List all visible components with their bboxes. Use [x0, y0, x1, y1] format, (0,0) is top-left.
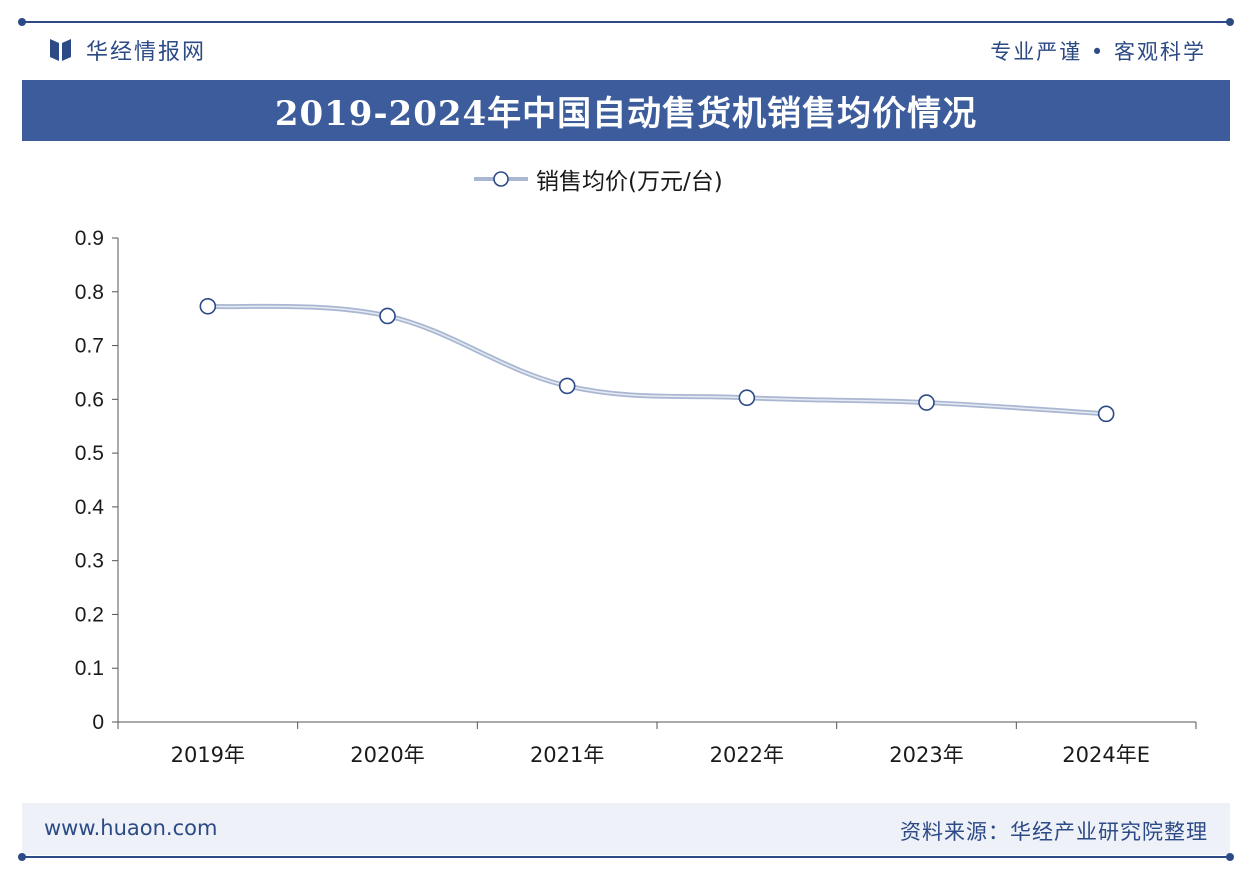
- legend-label: 销售均价(万元/台): [536, 169, 723, 195]
- legend-line-marker-icon: [474, 171, 528, 187]
- y-tick-label: 0: [92, 711, 104, 734]
- series-line-shadow: [205, 303, 1109, 417]
- brand-logo-icon: [50, 39, 71, 61]
- x-tick-label: 2022年: [710, 743, 784, 767]
- y-tick-label: 0.8: [75, 281, 104, 304]
- y-tick-label: 0.3: [75, 550, 104, 573]
- data-point-2: [379, 307, 396, 325]
- x-tick-label: 2024年E: [1062, 743, 1150, 767]
- footer-site: www.huaon.com: [44, 816, 218, 840]
- chart-title: 2019-2024年中国自动售货机销售均价情况: [274, 94, 978, 134]
- data-point-6: [1097, 405, 1115, 423]
- x-tick-label: 2019年: [171, 743, 245, 767]
- data-point-3: [558, 377, 576, 395]
- y-tick-label: 0.6: [75, 388, 104, 411]
- data-point-4: [738, 389, 756, 407]
- footer-source: 资料来源：华经产业研究院整理: [900, 820, 1208, 844]
- y-tick-label: 0.9: [75, 227, 104, 250]
- footer-band: [22, 803, 1230, 855]
- series-line: [207, 305, 1107, 415]
- legend: 销售均价(万元/台): [472, 162, 723, 196]
- brand: 华经情报网: [48, 34, 206, 66]
- bottom-rule: [18, 853, 1234, 861]
- data-point-1: [199, 297, 217, 315]
- y-tick-label: 0.2: [75, 603, 104, 626]
- x-tick-label: 2023年: [889, 743, 963, 767]
- y-tick-label: 0.4: [75, 496, 105, 519]
- top-rule: [18, 18, 1234, 26]
- slogan: 专业严谨 • 客观科学: [990, 40, 1206, 64]
- y-tick-label: 0.1: [75, 657, 104, 680]
- brand-name: 华经情报网: [86, 40, 207, 65]
- x-tick-label: 2021年: [530, 743, 604, 767]
- y-tick-label: 0.5: [75, 442, 104, 465]
- title-bar: 2019-2024年中国自动售货机销售均价情况: [22, 80, 1230, 141]
- x-tick-label: 2020年: [350, 743, 424, 767]
- y-tick-label: 0.7: [75, 335, 104, 358]
- data-point-5: [918, 394, 935, 411]
